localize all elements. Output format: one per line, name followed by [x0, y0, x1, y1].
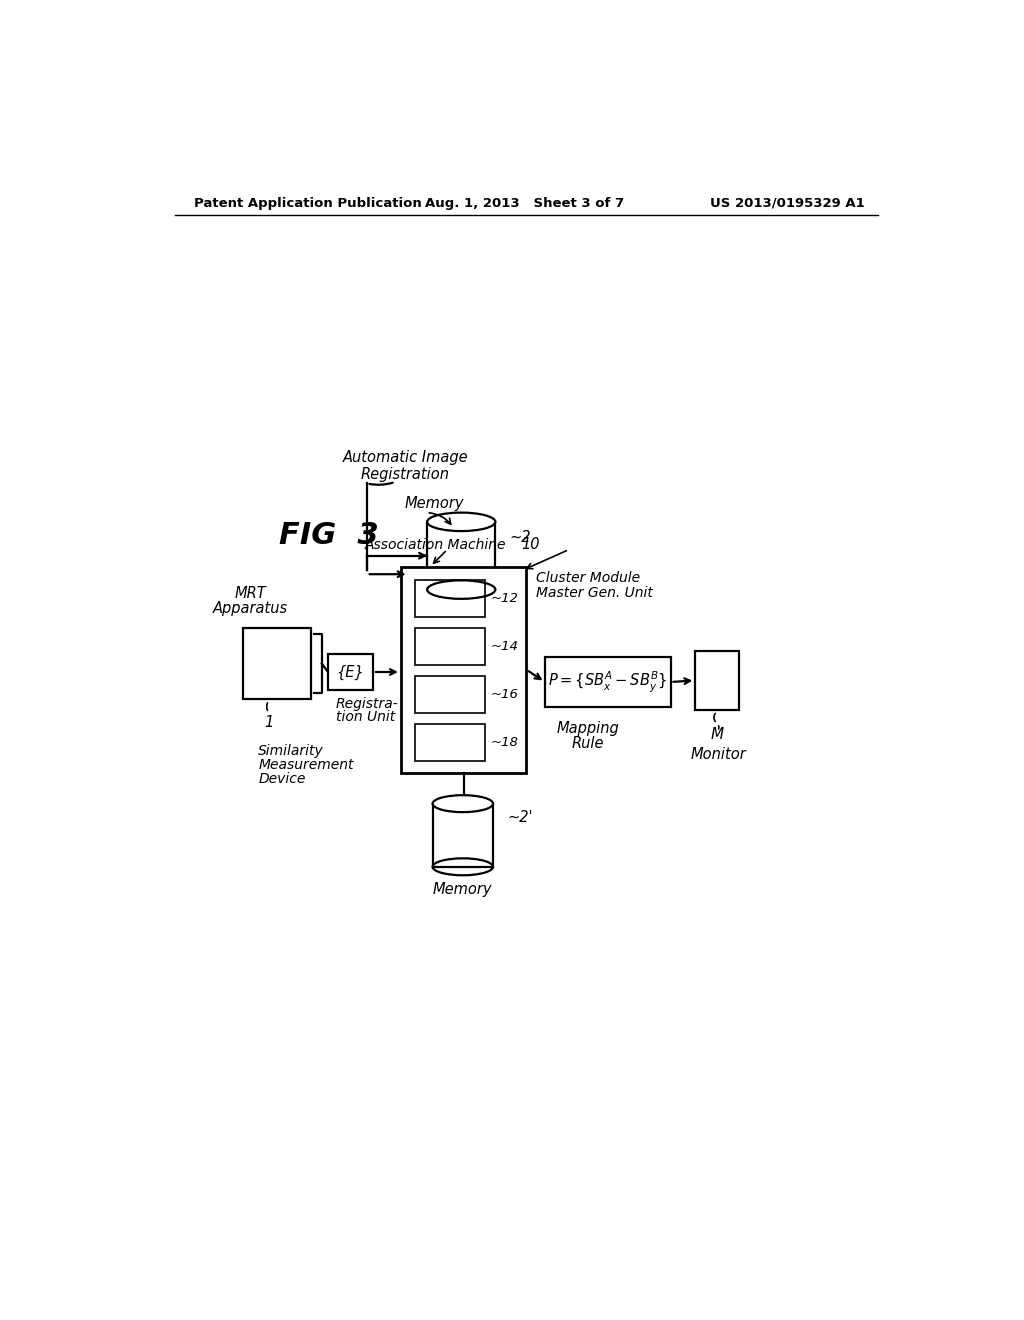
Text: Rule: Rule: [571, 737, 604, 751]
Bar: [432, 804, 493, 867]
Text: Patent Application Publication: Patent Application Publication: [194, 197, 422, 210]
Text: MRT: MRT: [234, 586, 266, 601]
Bar: [695, 651, 738, 710]
Text: Registra-: Registra-: [336, 697, 398, 710]
Bar: [545, 657, 671, 706]
Text: Monitor: Monitor: [690, 747, 746, 762]
Text: Device: Device: [258, 772, 305, 785]
Bar: [427, 521, 496, 590]
Text: 1: 1: [264, 714, 273, 730]
Bar: [415, 723, 484, 760]
Text: ~2: ~2: [509, 529, 530, 545]
Text: ~2': ~2': [508, 810, 534, 825]
Text: Apparatus: Apparatus: [213, 602, 288, 616]
Text: 10: 10: [521, 537, 540, 553]
Bar: [243, 628, 311, 700]
Text: US 2013/0195329 A1: US 2013/0195329 A1: [710, 197, 864, 210]
Text: Cluster Module: Cluster Module: [536, 572, 640, 585]
Bar: [415, 628, 484, 665]
Ellipse shape: [427, 512, 496, 531]
Text: Memory: Memory: [433, 882, 493, 898]
Bar: [415, 581, 484, 618]
Text: ~12: ~12: [490, 593, 518, 606]
Text: Registration: Registration: [360, 466, 450, 482]
Bar: [400, 566, 526, 774]
Text: $P=\{SB^A_x - SB^B_y\}$: $P=\{SB^A_x - SB^B_y\}$: [548, 669, 668, 694]
Text: tion Unit: tion Unit: [336, 710, 395, 725]
Bar: [328, 655, 373, 689]
Text: Similarity: Similarity: [258, 744, 324, 758]
Ellipse shape: [432, 795, 493, 812]
Text: FIG  3: FIG 3: [280, 521, 379, 550]
Text: Aug. 1, 2013   Sheet 3 of 7: Aug. 1, 2013 Sheet 3 of 7: [425, 197, 625, 210]
Text: Master Gen. Unit: Master Gen. Unit: [536, 586, 652, 601]
Text: {E}: {E}: [337, 664, 365, 680]
Text: Association Machine: Association Machine: [365, 539, 507, 552]
Text: Mapping: Mapping: [556, 721, 618, 735]
Text: ~14: ~14: [490, 640, 518, 653]
Bar: [415, 676, 484, 713]
Text: M: M: [711, 727, 724, 742]
Text: Memory: Memory: [404, 496, 464, 511]
Text: ~16: ~16: [490, 688, 518, 701]
Text: Automatic Image: Automatic Image: [343, 450, 468, 465]
Text: ~18: ~18: [490, 735, 518, 748]
Text: Measurement: Measurement: [258, 758, 353, 772]
